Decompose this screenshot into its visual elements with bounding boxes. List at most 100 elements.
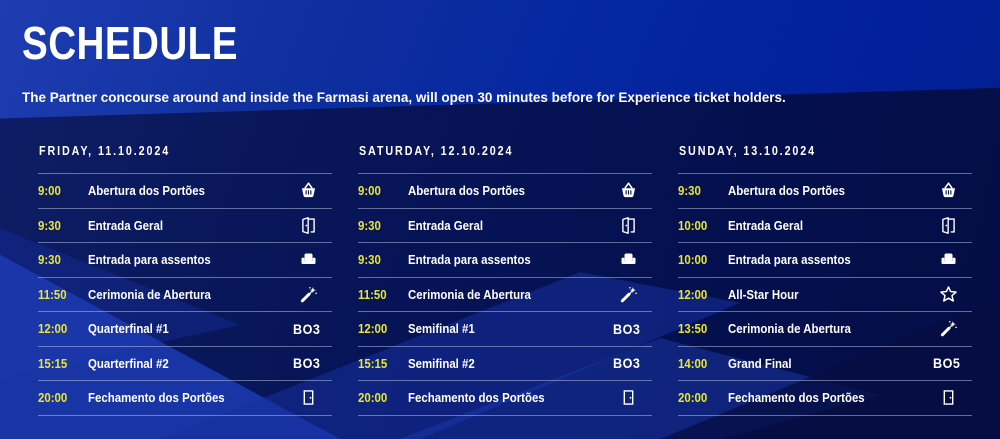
format-badge: BO3: [613, 320, 641, 337]
schedule-row: 11:50 Cerimonia de Abertura: [38, 278, 332, 312]
event-label: Quarterfinal #1: [88, 321, 169, 337]
event-time: 12:00: [678, 286, 708, 302]
event-time: 20:00: [358, 390, 388, 406]
event-meta: [919, 318, 972, 339]
event-label: Semifinal #1: [408, 321, 475, 337]
schedule-row: 9:00 Abertura dos Portões: [38, 174, 332, 209]
format-badge: BO5: [933, 355, 961, 372]
event-time: 13:50: [678, 321, 708, 337]
event-time: 10:00: [678, 217, 708, 233]
event-meta: [279, 180, 332, 201]
door-open-icon: [938, 215, 959, 236]
event-label: Abertura dos Portões: [728, 183, 845, 199]
event-time: 11:50: [358, 286, 387, 302]
event-time: 15:15: [38, 355, 68, 371]
event-time: 9:00: [38, 183, 61, 199]
event-time: 9:30: [358, 217, 381, 233]
event-label: Grand Final: [728, 355, 792, 371]
event-time: 9:30: [38, 252, 61, 268]
event-label: Entrada para assentos: [408, 252, 531, 268]
basket-icon: [938, 180, 959, 201]
event-meta: [919, 284, 972, 305]
schedule-row: 10:00 Entrada para assentos: [678, 243, 972, 278]
event-meta: [919, 215, 972, 236]
door-open-icon: [298, 215, 319, 236]
schedule-row: 20:00 Fechamento dos Portões: [38, 381, 332, 416]
door-closed-icon: [298, 387, 319, 408]
event-label: Entrada para assentos: [728, 252, 851, 268]
seat-icon: [298, 249, 319, 270]
event-label: Abertura dos Portões: [88, 183, 205, 199]
event-label: Semifinal #2: [408, 355, 475, 371]
event-meta: [279, 284, 332, 305]
event-label: Cerimonia de Abertura: [88, 286, 211, 302]
event-label: Quarterfinal #2: [88, 355, 169, 371]
event-label: Fechamento dos Portões: [88, 390, 225, 406]
schedule-row: 20:00 Fechamento dos Portões: [678, 381, 972, 416]
event-meta: [919, 387, 972, 408]
event-label: Abertura dos Portões: [408, 183, 525, 199]
format-badge: BO3: [293, 320, 321, 337]
schedule-row: 12:00 Quarterfinal #1 BO3: [38, 312, 332, 347]
event-meta: [279, 215, 332, 236]
event-meta: [599, 387, 652, 408]
event-time: 9:30: [38, 217, 61, 233]
event-meta: [599, 249, 652, 270]
door-closed-icon: [938, 387, 959, 408]
event-time: 15:15: [358, 355, 388, 371]
event-meta: [599, 284, 652, 305]
schedule-row: 12:00 All-Star Hour: [678, 278, 972, 312]
event-time: 12:00: [358, 321, 388, 337]
schedule-row: 15:15 Quarterfinal #2 BO3: [38, 347, 332, 381]
event-meta: [279, 387, 332, 408]
star-icon: [938, 284, 959, 305]
door-open-icon: [618, 215, 639, 236]
basket-icon: [298, 180, 319, 201]
schedule-row: 11:50 Cerimonia de Abertura: [358, 278, 652, 312]
schedule-row: 13:50 Cerimonia de Abertura: [678, 312, 972, 347]
event-label: Fechamento dos Portões: [408, 390, 545, 406]
day-rows: 9:00 Abertura dos Portões 9:30 Entrada G…: [38, 173, 332, 416]
day-rows: 9:30 Abertura dos Portões 10:00 Entrada …: [678, 173, 972, 416]
event-meta: [599, 180, 652, 201]
day-header: FRIDAY, 11.10.2024: [39, 144, 171, 158]
schedule-row: 15:15 Semifinal #2 BO3: [358, 347, 652, 381]
day-column-saturday: SATURDAY, 12.10.2024 9:00 Abertura dos P…: [358, 144, 652, 416]
seat-icon: [938, 249, 959, 270]
schedule-row: 9:30 Entrada Geral: [38, 209, 332, 243]
day-header: SATURDAY, 12.10.2024: [359, 144, 514, 158]
schedule-row: 9:00 Abertura dos Portões: [358, 174, 652, 209]
fireworks-icon: [618, 284, 639, 305]
event-meta: [279, 249, 332, 270]
schedule-row: 12:00 Semifinal #1 BO3: [358, 312, 652, 347]
event-time: 20:00: [678, 390, 708, 406]
format-badge: BO3: [293, 355, 321, 372]
event-time: 20:00: [38, 390, 68, 406]
event-meta: [919, 249, 972, 270]
schedule-row: 9:30 Entrada para assentos: [38, 243, 332, 278]
schedule-row: 9:30 Abertura dos Portões: [678, 174, 972, 209]
schedule-row: 20:00 Fechamento dos Portões: [358, 381, 652, 416]
schedule-grid: FRIDAY, 11.10.2024 9:00 Abertura dos Por…: [38, 144, 972, 416]
event-time: 12:00: [38, 321, 68, 337]
schedule-row: 10:00 Entrada Geral: [678, 209, 972, 243]
event-label: Entrada Geral: [408, 217, 484, 233]
event-meta: [599, 215, 652, 236]
fireworks-icon: [298, 284, 319, 305]
event-meta: [919, 180, 972, 201]
page-title: SCHEDULE: [22, 17, 238, 69]
schedule-row: 9:30 Entrada para assentos: [358, 243, 652, 278]
event-label: All-Star Hour: [728, 286, 799, 302]
event-time: 10:00: [678, 252, 708, 268]
day-header: SUNDAY, 13.10.2024: [679, 144, 817, 158]
day-rows: 9:00 Abertura dos Portões 9:30 Entrada G…: [358, 173, 652, 416]
fireworks-icon: [938, 318, 959, 339]
door-closed-icon: [618, 387, 639, 408]
page-subtitle: The Partner concourse around and inside …: [22, 90, 786, 105]
schedule-row: 14:00 Grand Final BO5: [678, 347, 972, 381]
event-time: 9:00: [358, 183, 381, 199]
event-label: Entrada para assentos: [88, 252, 211, 268]
day-column-friday: FRIDAY, 11.10.2024 9:00 Abertura dos Por…: [38, 144, 332, 416]
format-badge: BO3: [613, 355, 641, 372]
